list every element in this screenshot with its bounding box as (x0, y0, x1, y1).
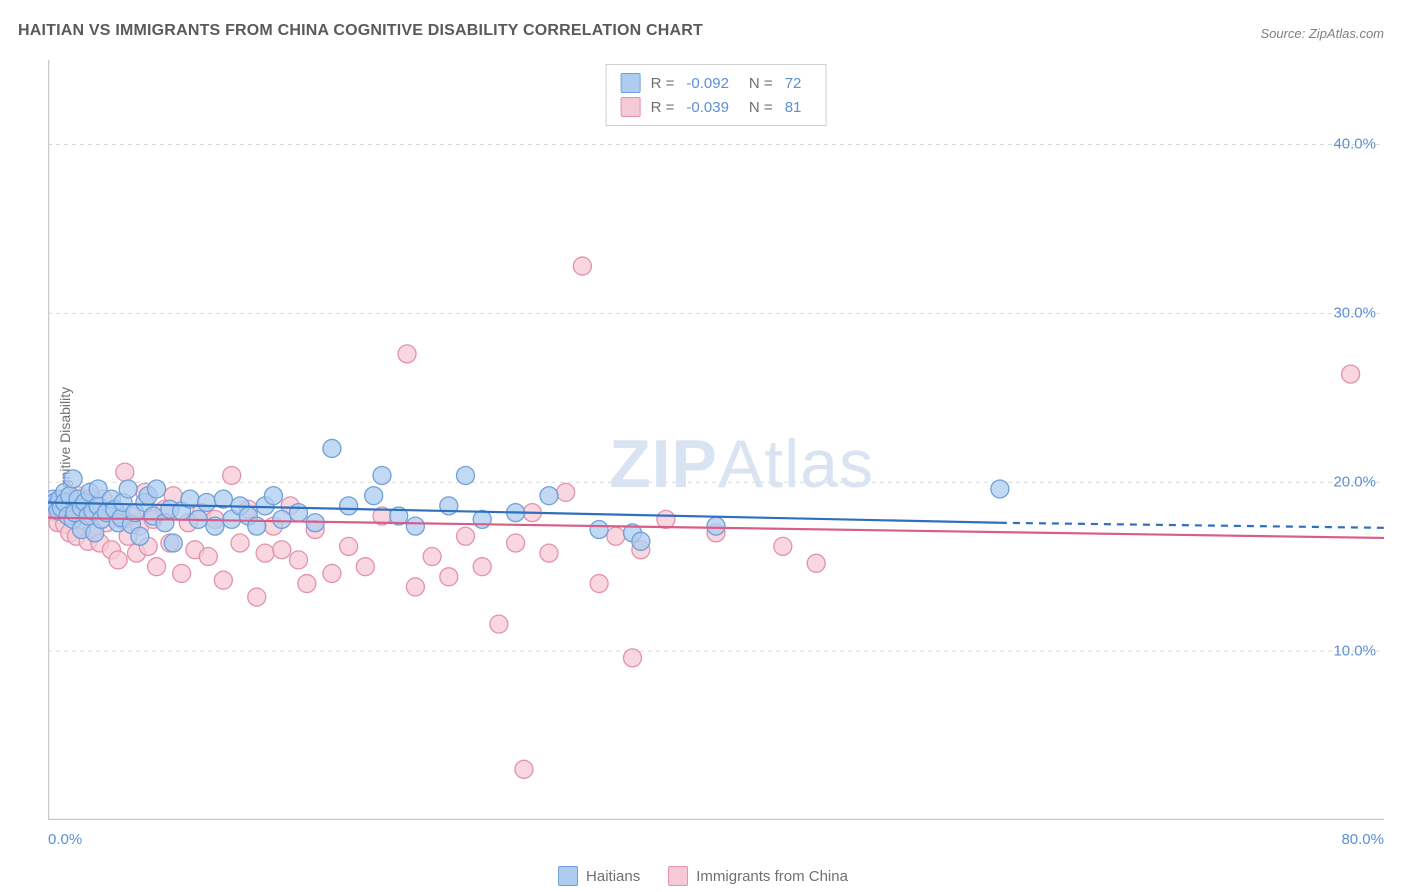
r-label: R = (651, 99, 675, 116)
swatch-china-icon (621, 97, 641, 117)
legend-label-china: Immigrants from China (696, 868, 848, 885)
swatch-haitians-icon (621, 73, 641, 93)
n-value-china: 81 (785, 99, 802, 116)
n-value-haitians: 72 (785, 75, 802, 92)
r-label: R = (651, 75, 675, 92)
legend-stats-row-haitians: R = -0.092 N = 72 (621, 71, 812, 95)
r-value-haitians: -0.092 (686, 75, 729, 92)
n-label: N = (749, 75, 773, 92)
y-tick-label: 40.0% (1333, 136, 1376, 153)
y-tick-label: 30.0% (1333, 305, 1376, 322)
y-tick-label: 20.0% (1333, 474, 1376, 491)
swatch-china-icon (668, 866, 688, 886)
y-tick-label: 10.0% (1333, 643, 1376, 660)
legend-series: Haitians Immigrants from China (558, 866, 848, 886)
legend-label-haitians: Haitians (586, 868, 640, 885)
legend-item-haitians: Haitians (558, 866, 640, 886)
r-value-china: -0.039 (686, 99, 729, 116)
legend-stats: R = -0.092 N = 72 R = -0.039 N = 81 (606, 64, 827, 126)
plot-area: R = -0.092 N = 72 R = -0.039 N = 81 ZIPA… (48, 60, 1384, 820)
n-label: N = (749, 99, 773, 116)
swatch-haitians-icon (558, 866, 578, 886)
x-tick-label-min: 0.0% (48, 831, 82, 848)
source-text: Source: ZipAtlas.com (1260, 26, 1384, 41)
legend-item-china: Immigrants from China (668, 866, 848, 886)
legend-stats-row-china: R = -0.039 N = 81 (621, 95, 812, 119)
x-tick-label-max: 80.0% (1341, 831, 1384, 848)
chart-title: HAITIAN VS IMMIGRANTS FROM CHINA COGNITI… (18, 22, 703, 40)
scatter-chart (48, 60, 1384, 820)
